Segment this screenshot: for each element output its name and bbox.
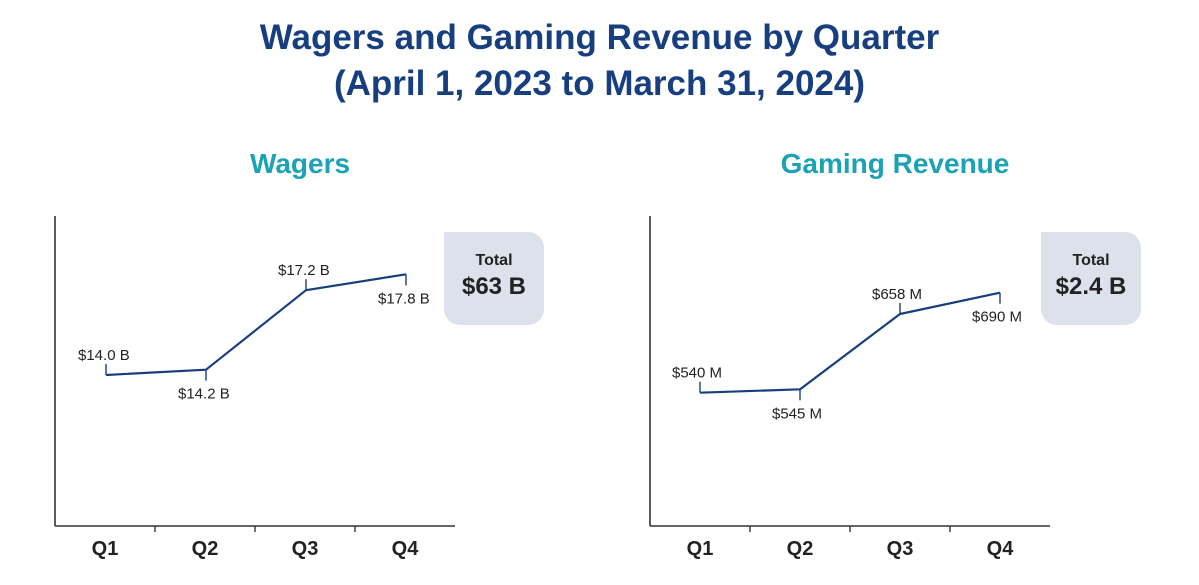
wagers-series-line xyxy=(105,273,407,377)
wagers-data-label: $17.8 B xyxy=(378,290,430,307)
revenue-data-label: $540 M xyxy=(672,365,722,382)
main-title-date-range: (April 1, 2023 to March 31, 2024) xyxy=(333,64,866,103)
revenue-line-chart: Q1 Q2 Q3 Q4 $540 M $545 M $658 M $690 M xyxy=(649,216,1050,560)
revenue-series-line xyxy=(699,291,1001,394)
revenue-x-tick-label: Q2 xyxy=(787,538,814,560)
wagers-total-label: Total xyxy=(475,252,513,269)
wagers-data-label: $17.2 B xyxy=(278,262,330,279)
revenue-data-label: $545 M xyxy=(772,405,822,422)
revenue-data-label: $658 M xyxy=(872,286,922,303)
wagers-line-chart: Q1 Q2 Q3 Q4 $14.0 B $14.2 B $17.2 B $17.8 B xyxy=(54,216,455,560)
revenue-x-tick-label: Q1 xyxy=(687,538,714,560)
wagers-chart-title: Wagers xyxy=(249,148,351,179)
revenue-x-tick-label: Q3 xyxy=(887,538,914,560)
wagers-data-label: $14.0 B xyxy=(78,347,130,364)
revenue-chart-panel: Gaming Revenue Q1 Q2 Q3 Q4 $540 M $545 M $658 … xyxy=(600,140,1199,585)
wagers-x-tick-label: Q2 xyxy=(192,538,219,560)
wagers-total-value: $63 B xyxy=(461,273,527,300)
main-title: Wagers and Gaming Revenue by Quarter xyxy=(259,18,940,57)
revenue-x-tick-label: Q4 xyxy=(987,538,1015,560)
revenue-total-value: $2.4 B xyxy=(1055,273,1127,300)
wagers-data-label: $14.2 B xyxy=(178,386,230,403)
wagers-x-tick-label: Q3 xyxy=(292,538,319,560)
revenue-data-label: $690 M xyxy=(972,309,1022,326)
wagers-chart-panel: Wagers Q1 Q2 Q3 Q4 $14.0 B $14.2 B $17.2 B $17.… xyxy=(0,140,599,585)
wagers-total-box: Total $63 B xyxy=(444,232,544,325)
revenue-total-box: Total $2.4 B xyxy=(1041,232,1141,325)
revenue-chart-title: Gaming Revenue xyxy=(780,148,1010,179)
wagers-x-tick-label: Q4 xyxy=(392,538,420,560)
revenue-total-label: Total xyxy=(1072,252,1110,269)
wagers-x-tick-label: Q1 xyxy=(92,538,119,560)
